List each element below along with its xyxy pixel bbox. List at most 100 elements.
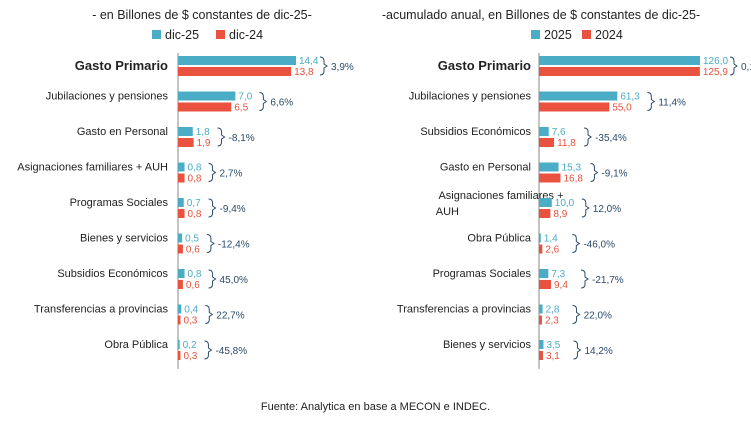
change-label: -9,4%: [220, 204, 246, 215]
bar-value-label: 1,4: [544, 234, 558, 245]
category-label: Transferencias a provincias: [397, 304, 532, 316]
bar-value-label: 3,5: [546, 340, 560, 351]
change-bracket: [647, 92, 656, 111]
change-bracket: [208, 269, 217, 289]
category-label: Subsidios Económicos: [57, 268, 168, 280]
change-bracket: [572, 234, 581, 253]
change-bracket: [319, 56, 328, 76]
bar-value-label: 0,6: [186, 280, 200, 291]
bar-value-label: 9,4: [554, 280, 568, 291]
bar-value-label: 0,4: [184, 305, 198, 316]
bar: [178, 315, 181, 325]
bar-value-label: 16,8: [563, 174, 583, 185]
change-bracket: [584, 127, 592, 147]
change-bracket: [208, 198, 217, 218]
category-label: Subsidios Económicos: [420, 126, 531, 138]
bar-value-label: 0,3: [183, 316, 197, 327]
bar: [539, 67, 700, 76]
bar: [178, 304, 182, 314]
category-label: Programas Sociales: [70, 197, 169, 209]
change-label: 45,0%: [220, 275, 248, 286]
chart-title: -acumulado anual, en Billones de $ const…: [382, 8, 700, 22]
bar-value-label: 6,5: [234, 103, 248, 114]
change-label: 0,1%: [741, 62, 751, 73]
category-label: Asignaciones familiares + AUH: [436, 190, 564, 218]
bar: [178, 351, 181, 360]
bar: [539, 269, 549, 278]
category-label: Bienes y servicios: [80, 233, 169, 245]
bar-value-label: 13,8: [294, 67, 314, 78]
change-label: -8,1%: [229, 133, 255, 144]
legend-swatch: [531, 30, 540, 39]
change-label: 11,4%: [658, 98, 686, 109]
category-label: Bienes y servicios: [443, 339, 532, 351]
left-chart: - en Billones de $ constantes de dic-25-…: [17, 8, 354, 369]
change-label: -35,4%: [595, 133, 627, 144]
bar: [539, 102, 610, 112]
bar: [178, 162, 185, 172]
category-label: Gasto en Personal: [77, 126, 168, 138]
bar: [178, 340, 180, 349]
bar: [539, 233, 541, 243]
bar: [539, 280, 552, 289]
legend-swatch: [152, 30, 161, 39]
change-bracket: [208, 163, 217, 182]
bar-value-label: 0,8: [188, 209, 202, 220]
legend-label: 2024: [595, 28, 623, 42]
bar-value-label: 0,7: [187, 198, 201, 209]
bar: [539, 304, 543, 314]
bar-value-label: 1,8: [196, 127, 210, 138]
bar-value-label: 3,1: [546, 351, 560, 362]
change-label: 22,0%: [584, 311, 612, 322]
change-bracket: [217, 127, 226, 147]
category-label: Gasto Primario: [75, 58, 168, 73]
bar: [178, 233, 183, 243]
change-bracket: [206, 234, 215, 253]
legend-label: 2025: [544, 28, 572, 42]
bar-value-label: 2,6: [545, 245, 559, 256]
category-label: Asignaciones familiares + AUH: [17, 162, 168, 174]
bar-value-label: 7,3: [551, 269, 565, 280]
bar: [539, 209, 551, 218]
bar-value-label: 1,9: [197, 138, 211, 149]
bar: [178, 102, 232, 112]
category-label: Jubilaciones y pensiones: [46, 91, 169, 103]
chart-title: - en Billones de $ constantes de dic-25-: [92, 8, 312, 22]
category-label: Gasto Primario: [438, 58, 531, 73]
bar-value-label: 126,0: [703, 56, 728, 67]
bar: [178, 173, 185, 183]
change-label: 3,9%: [331, 62, 354, 73]
category-label: Gasto en Personal: [440, 162, 531, 174]
bar: [539, 198, 552, 207]
change-label: 22,7%: [216, 311, 244, 322]
change-bracket: [204, 340, 213, 360]
change-bracket: [729, 56, 738, 76]
change-label: -45,8%: [215, 346, 247, 357]
bar: [178, 198, 184, 207]
bar: [539, 315, 542, 325]
legend-label: dic-25: [165, 28, 199, 42]
bar-value-label: 7,0: [238, 92, 252, 103]
bar-value-label: 0,6: [186, 245, 200, 256]
change-bracket: [259, 92, 268, 111]
legend-label: dic-24: [229, 28, 263, 42]
bar-value-label: 11,8: [557, 138, 576, 149]
bar: [539, 351, 543, 360]
category-label: Jubilaciones y pensiones: [409, 91, 532, 103]
bar-value-label: 10,0: [555, 198, 575, 209]
bar: [178, 138, 194, 147]
change-bracket: [573, 340, 582, 360]
change-label: 2,7%: [220, 169, 243, 180]
bar: [539, 127, 549, 136]
bar: [178, 127, 193, 136]
category-label: Programas Sociales: [433, 268, 532, 280]
bar: [178, 269, 185, 278]
bar-value-label: 8,9: [553, 209, 567, 220]
bar: [178, 244, 183, 254]
bar-value-label: 0,5: [185, 234, 199, 245]
bar: [539, 56, 700, 65]
change-label: -12,4%: [218, 240, 250, 251]
legend-swatch: [216, 30, 225, 39]
bar-value-label: 0,8: [188, 174, 202, 185]
change-label: -9,1%: [601, 169, 627, 180]
